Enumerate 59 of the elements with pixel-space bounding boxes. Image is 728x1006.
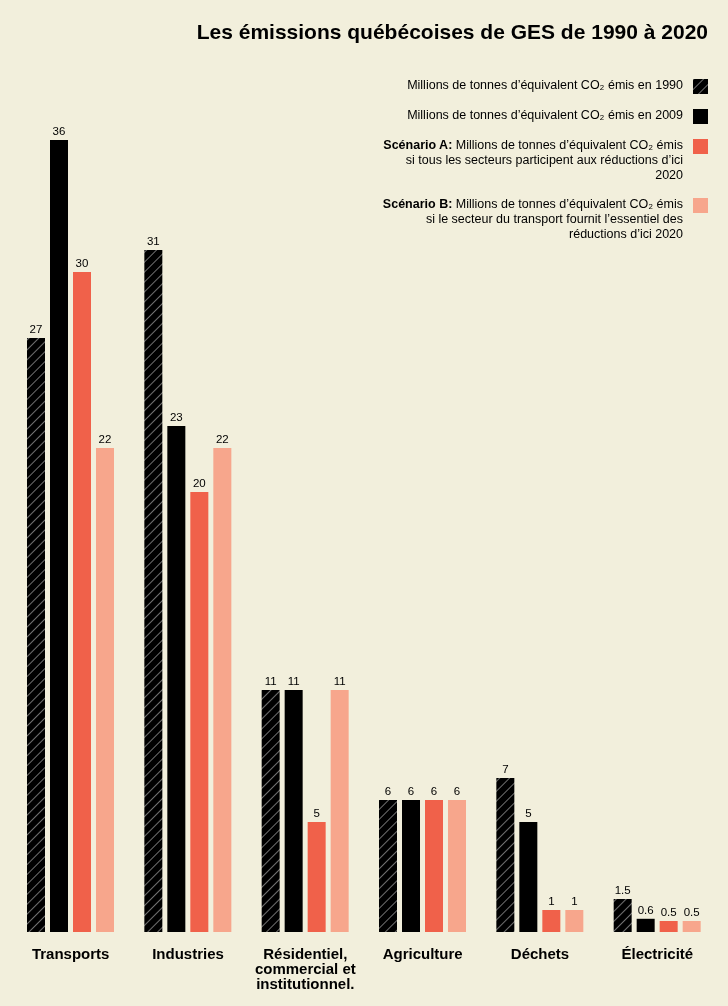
- chart-title: Les émissions québécoises de GES de 1990 à 2020: [196, 20, 708, 44]
- data-label: 23: [169, 411, 183, 423]
- bar: [496, 778, 515, 932]
- data-label: 22: [98, 433, 112, 445]
- data-label: 7: [502, 763, 509, 775]
- bar: [519, 822, 538, 932]
- data-label: 0.6: [637, 903, 654, 916]
- bar: [167, 426, 186, 932]
- data-label: 22: [215, 433, 229, 445]
- bar: [73, 272, 91, 932]
- data-label: 1.5: [614, 884, 631, 896]
- data-label: 5: [313, 807, 320, 819]
- x-tick-label: Industries: [152, 944, 224, 962]
- data-label: 6: [407, 785, 415, 797]
- bar: [144, 250, 163, 932]
- bar: [379, 800, 397, 932]
- bar: [659, 921, 678, 932]
- data-label: 20: [192, 477, 206, 489]
- data-label: 6: [384, 785, 392, 797]
- bar: [682, 921, 701, 932]
- bar: [636, 918, 655, 932]
- data-label: 6: [453, 785, 461, 797]
- data-label: 6: [430, 785, 438, 797]
- data-label: 1: [548, 895, 555, 907]
- x-tick-label: Transports: [31, 944, 110, 962]
- bar: [542, 910, 561, 932]
- data-label: 11: [287, 675, 300, 687]
- bar: [425, 800, 443, 932]
- bar: [261, 690, 280, 932]
- bar: [448, 800, 466, 932]
- x-tick-label: Électricité: [621, 944, 694, 962]
- bar: [27, 338, 45, 932]
- data-label: 1: [571, 895, 578, 907]
- bar: [307, 822, 326, 932]
- x-tick-label: Résidentiel, commercial et institutionnel.: [254, 944, 356, 992]
- bar: [284, 690, 303, 932]
- legend-label: Millions de tonnes d’équivalent CO₂ émis en 1990: [407, 78, 683, 93]
- bar: [96, 448, 114, 932]
- bar: [50, 140, 68, 932]
- data-label: 0.5: [660, 906, 677, 918]
- data-label: 36: [52, 125, 66, 137]
- bar: [213, 448, 232, 932]
- data-label: 11: [264, 675, 277, 687]
- x-tick-label: Agriculture: [382, 944, 463, 962]
- data-label: 27: [29, 323, 43, 335]
- x-tick-label: Déchets: [510, 944, 570, 962]
- data-label: 11: [333, 675, 346, 687]
- data-label: 0.5: [683, 906, 700, 918]
- legend-label: Millions de tonnes d’équivalent CO₂ émis en 2009: [407, 108, 683, 123]
- data-label: 5: [525, 807, 532, 819]
- data-label: 31: [146, 235, 160, 247]
- legend-label: Scénario B: Millions de tonnes d’équivalent CO₂ émis si le secteur du transport fournit l’essentiel des réductions d’ici 2020: [381, 197, 683, 242]
- bar: [613, 899, 632, 932]
- bar: [330, 690, 349, 932]
- legend-label: Scénario A: Millions de tonnes d’équivalent CO₂ émis si tous les secteurs participent aux réductions d’ici 2020: [382, 138, 683, 183]
- bar: [402, 800, 420, 932]
- data-label: 30: [75, 257, 89, 269]
- bar: [190, 492, 209, 932]
- bar: [565, 910, 584, 932]
